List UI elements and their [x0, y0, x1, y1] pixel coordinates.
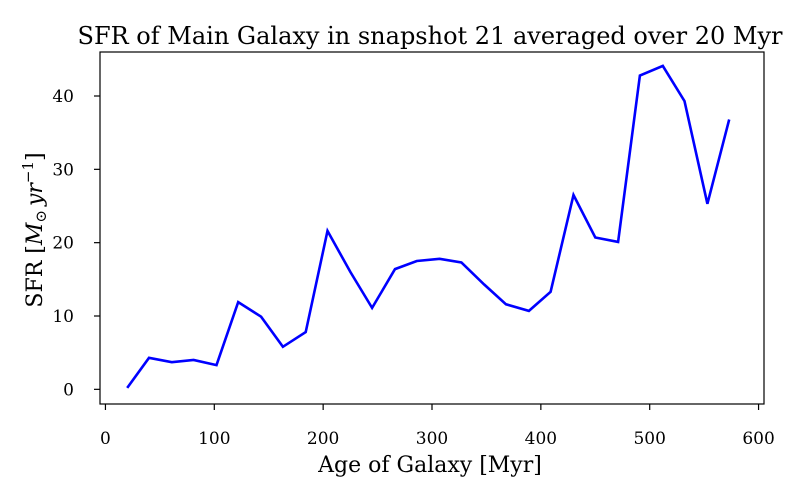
- y-axis-label-main: SFR [: [23, 245, 48, 307]
- x-tick-label: 600: [742, 429, 774, 449]
- x-tick-label: 400: [525, 429, 557, 449]
- y-axis-label-symbol: M: [23, 222, 48, 246]
- x-axis: 0 100 200 300 400 500 600: [100, 404, 775, 449]
- chart-title: SFR of Main Galaxy in snapshot 21 averag…: [78, 22, 783, 50]
- y-tick-label: 10: [52, 307, 74, 327]
- series-line: [126, 64, 731, 389]
- y-axis-label-sub: ⊙: [32, 210, 50, 223]
- plot-frame: [99, 51, 765, 405]
- y-tick-label: 30: [52, 160, 74, 180]
- x-axis-label: Age of Galaxy [Myr]: [317, 453, 542, 478]
- y-axis-label-unit: yr: [23, 182, 48, 207]
- x-tick-label: 300: [416, 429, 448, 449]
- y-axis-label-close: ]: [23, 152, 48, 161]
- y-axis-label: SFR [M⊙ yr−1]: [19, 152, 50, 307]
- y-tick-label: 20: [52, 234, 74, 254]
- series-group: [126, 64, 731, 389]
- x-tick-label: 200: [307, 429, 339, 449]
- y-axis-label-exp: −1: [19, 161, 37, 183]
- y-axis: 0 10 20 30 40: [52, 87, 100, 400]
- x-tick-label: 500: [633, 429, 665, 449]
- x-tick-label: 0: [100, 429, 111, 449]
- y-tick-label: 0: [63, 380, 74, 400]
- x-tick-label: 100: [198, 429, 230, 449]
- y-tick-label: 40: [52, 87, 74, 107]
